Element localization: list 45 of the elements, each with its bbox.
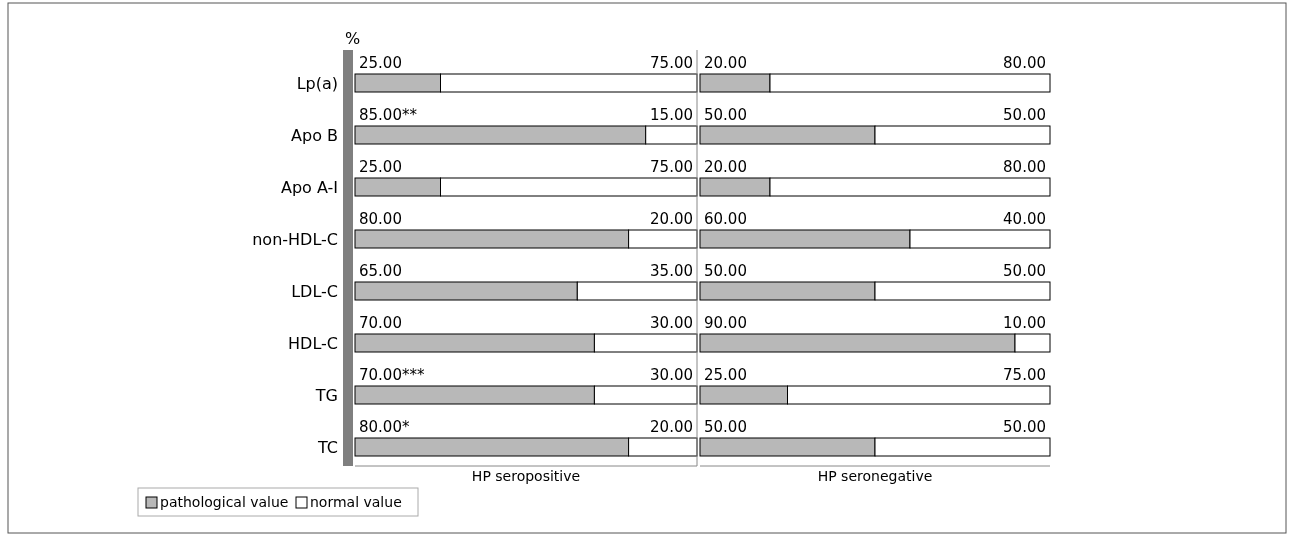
data-label: 20.00 — [650, 418, 693, 436]
data-label: 50.00 — [704, 262, 747, 280]
data-label: 80.00 — [1003, 158, 1046, 176]
y-tick-label: HDL-C — [288, 334, 338, 353]
data-label: 30.00 — [650, 314, 693, 332]
data-label: 80.00* — [359, 418, 410, 436]
y-tick-label: non-HDL-C — [252, 230, 338, 249]
y-tick-label: Lp(a) — [296, 74, 338, 93]
data-label: 30.00 — [650, 366, 693, 384]
data-label: 80.00 — [1003, 54, 1046, 72]
x-axis-title: HP seropositive — [471, 468, 581, 484]
y-tick-label: TC — [316, 438, 338, 457]
y-tick-label: LDL-C — [291, 282, 338, 301]
data-label: 75.00 — [650, 158, 693, 176]
data-label: 25.00 — [359, 158, 402, 176]
data-label: 25.00 — [359, 54, 402, 72]
data-label: 50.00 — [1003, 106, 1046, 124]
data-label: 80.00 — [359, 210, 402, 228]
x-axis-title: HP seronegative — [817, 468, 933, 484]
data-label: 70.00*** — [359, 366, 425, 384]
data-label: 50.00 — [704, 418, 747, 436]
data-label: 65.00 — [359, 262, 402, 280]
data-label: 50.00 — [1003, 262, 1046, 280]
y-tick-label: Apo A-I — [280, 178, 338, 197]
data-label: 20.00 — [650, 210, 693, 228]
data-label: 10.00 — [1003, 314, 1046, 332]
data-label: 75.00 — [650, 54, 693, 72]
data-label: 40.00 — [1003, 210, 1046, 228]
y-tick-label: Apo B — [291, 126, 338, 145]
data-label: 50.00 — [1003, 418, 1046, 436]
legend-label: normal value — [310, 494, 402, 510]
data-label: 50.00 — [704, 106, 747, 124]
y-tick-label: TG — [314, 386, 338, 405]
data-label: 85.00** — [359, 106, 418, 124]
data-label: 25.00 — [704, 366, 747, 384]
data-label: 20.00 — [704, 158, 747, 176]
y-axis-title: % — [345, 29, 361, 48]
data-label: 70.00 — [359, 314, 402, 332]
data-label: 20.00 — [704, 54, 747, 72]
data-label: 90.00 — [704, 314, 747, 332]
data-label: 75.00 — [1003, 366, 1046, 384]
data-label: 60.00 — [704, 210, 747, 228]
data-label: 35.00 — [650, 262, 693, 280]
data-label: 15.00 — [650, 106, 693, 124]
legend-label: pathological value — [160, 494, 289, 510]
